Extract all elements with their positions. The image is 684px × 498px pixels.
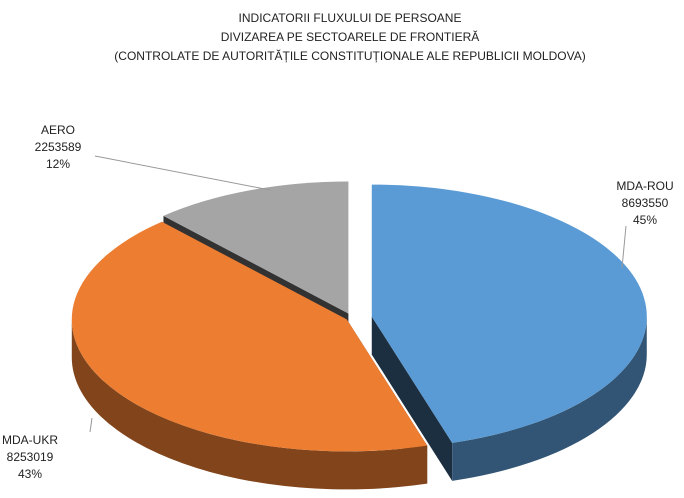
leader-line <box>621 225 627 269</box>
data-label-value: 8693550 <box>622 196 669 210</box>
chart-title: DIVIZAREA PE SECTOARELE DE FRONTIERĂ <box>221 29 480 44</box>
data-label-value: 8253019 <box>7 450 54 464</box>
slice-side <box>71 319 428 490</box>
chart-title: INDICATORII FLUXULUI DE PERSOANE <box>239 11 462 25</box>
data-label-value: 2253589 <box>35 140 82 154</box>
data-label-category: AERO <box>41 123 75 137</box>
leader-line <box>89 417 93 433</box>
chart-title: (CONTROLATE DE AUTORITĂȚILE CONSTITUȚION… <box>114 48 585 63</box>
leader-line <box>94 155 271 191</box>
data-label-category: MDA-UKR <box>2 433 58 447</box>
slice <box>163 181 349 314</box>
slice <box>371 184 647 443</box>
slice-side <box>452 316 647 481</box>
data-label-category: MDA-ROU <box>616 179 673 193</box>
slice <box>71 221 428 452</box>
data-label-percent: 43% <box>18 467 42 481</box>
data-label-percent: 45% <box>633 213 657 227</box>
data-label-percent: 12% <box>46 157 70 171</box>
slice-inner-wall <box>371 316 453 481</box>
